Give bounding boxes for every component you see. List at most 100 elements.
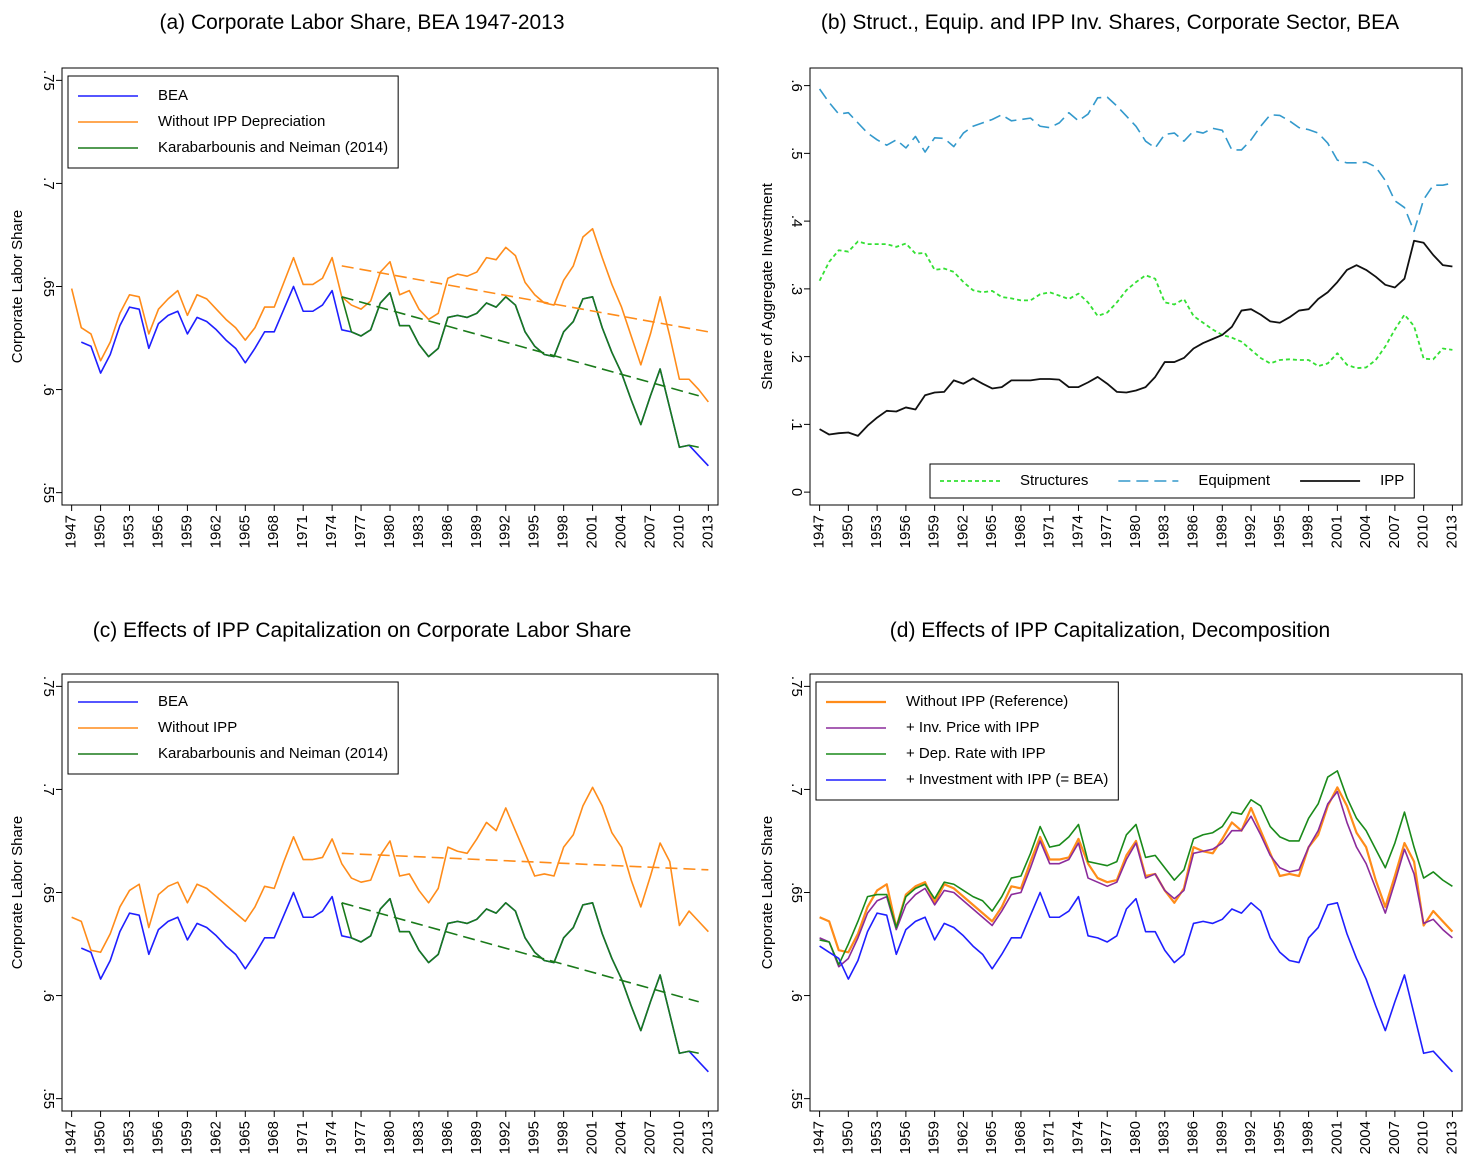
- series-line: [71, 786, 709, 954]
- trend-line: [341, 296, 699, 397]
- legend: BEA Without IPP Karabarbounis and Neiman (…: [67, 681, 399, 775]
- x-tick-label: 1983: [1156, 515, 1173, 548]
- x-tick-label: 1974: [1069, 515, 1086, 548]
- x-tick-label: 1995: [526, 515, 543, 548]
- y-tick-label: .6: [788, 989, 805, 1002]
- y-tick-label: .55: [40, 1088, 57, 1109]
- x-tick-label: 2001: [584, 1121, 601, 1154]
- panel-title: (c) Effects of IPP Capitalization on Cor…: [93, 619, 632, 642]
- x-tick-label: 1995: [1271, 1121, 1288, 1154]
- panel: (b) Struct., Equip. and IPP Inv. Shares,…: [759, 11, 1463, 548]
- legend-label: + Investment with IPP (= BEA): [906, 771, 1108, 788]
- panel-title: (b) Struct., Equip. and IPP Inv. Shares,…: [821, 11, 1399, 34]
- x-tick-label: 2001: [584, 515, 601, 548]
- series-line: [80, 891, 709, 1073]
- legend-label: Without IPP Depreciation: [158, 113, 325, 130]
- x-tick-label: 1947: [811, 515, 828, 548]
- x-tick-label: 1989: [468, 1121, 485, 1154]
- x-tick-label: 1977: [352, 1121, 369, 1154]
- x-tick-label: 1974: [323, 1121, 340, 1154]
- panel: (d) Effects of IPP Capitalization, Decom…: [759, 619, 1463, 1154]
- x-tick-label: 1986: [439, 515, 456, 548]
- x-tick-label: 1998: [555, 1121, 572, 1154]
- x-tick-label: 2007: [1386, 1121, 1403, 1154]
- legend-label: Equipment: [1198, 472, 1271, 489]
- legend-label: Structures: [1020, 472, 1088, 489]
- panel: (a) Corporate Labor Share, BEA 1947-2013…: [9, 11, 719, 548]
- series-line: [818, 240, 1453, 370]
- trend-line: [341, 852, 709, 871]
- x-tick-label: 2007: [1386, 515, 1403, 548]
- legend-label: + Dep. Rate with IPP: [906, 745, 1046, 762]
- legend-label: Karabarbounis and Neiman (2014): [158, 139, 388, 156]
- y-tick-label: .65: [40, 276, 57, 297]
- x-tick-label: 1953: [868, 515, 885, 548]
- x-tick-label: 1980: [1127, 1121, 1144, 1154]
- y-axis-label: Corporate Labor Share: [9, 210, 26, 363]
- y-tick-label: .65: [40, 882, 57, 903]
- x-tick-label: 1959: [926, 515, 943, 548]
- y-tick-label: .55: [40, 482, 57, 503]
- x-tick-label: 1989: [468, 515, 485, 548]
- panel-title: (d) Effects of IPP Capitalization, Decom…: [890, 619, 1330, 642]
- x-tick-label: 1956: [897, 515, 914, 548]
- legend-label: BEA: [158, 87, 188, 104]
- legend: Structures Equipment IPP: [929, 463, 1415, 499]
- x-tick-label: 1950: [839, 515, 856, 548]
- x-tick-label: 1992: [497, 515, 514, 548]
- x-tick-label: 1998: [1300, 515, 1317, 548]
- y-tick-label: .65: [788, 882, 805, 903]
- x-tick-label: 1977: [352, 515, 369, 548]
- x-tick-label: 2004: [1357, 1121, 1374, 1154]
- x-tick-label: 1962: [207, 1121, 224, 1154]
- x-tick-label: 1968: [1012, 515, 1029, 548]
- x-tick-label: 1956: [149, 1121, 166, 1154]
- legend-label: Without IPP (Reference): [906, 693, 1068, 710]
- x-tick-label: 2010: [670, 515, 687, 548]
- legend: BEA Without IPP Depreciation Karabarbounis…: [67, 75, 399, 169]
- y-axis-label: Corporate Labor Share: [759, 816, 776, 969]
- x-tick-label: 1953: [120, 515, 137, 548]
- x-tick-label: 2004: [612, 515, 629, 548]
- x-tick-label: 1950: [92, 515, 109, 548]
- x-tick-label: 1959: [178, 1121, 195, 1154]
- trend-line: [341, 265, 709, 333]
- x-tick-label: 1977: [1098, 1121, 1115, 1154]
- x-tick-label: 2010: [1415, 1121, 1432, 1154]
- x-tick-label: 1974: [323, 515, 340, 548]
- y-tick-label: .3: [788, 283, 805, 296]
- series-line: [819, 770, 1453, 966]
- x-tick-label: 1995: [1271, 515, 1288, 548]
- x-tick-label: 1962: [954, 515, 971, 548]
- x-tick-label: 1965: [983, 1121, 1000, 1154]
- x-tick-label: 1947: [811, 1121, 828, 1154]
- x-tick-label: 1989: [1213, 1121, 1230, 1154]
- x-tick-label: 2013: [699, 1121, 716, 1154]
- y-tick-label: .7: [40, 783, 57, 796]
- x-tick-label: 1995: [526, 1121, 543, 1154]
- x-tick-label: 1971: [1041, 1121, 1058, 1154]
- x-tick-label: 2007: [641, 1121, 658, 1154]
- y-tick-label: .7: [788, 783, 805, 796]
- y-tick-label: .2: [788, 350, 805, 363]
- y-tick-label: .1: [788, 418, 805, 431]
- series-line: [819, 786, 1454, 954]
- y-axis-label: Corporate Labor Share: [9, 816, 26, 969]
- x-tick-label: 1953: [868, 1121, 885, 1154]
- legend-label: + Inv. Price with IPP: [906, 719, 1040, 736]
- x-tick-label: 2001: [1328, 1121, 1345, 1154]
- x-tick-label: 1986: [1184, 1121, 1201, 1154]
- x-tick-label: 1974: [1069, 1121, 1086, 1154]
- y-tick-label: .75: [40, 70, 57, 91]
- x-tick-label: 2007: [641, 515, 658, 548]
- x-tick-label: 2013: [1443, 515, 1460, 548]
- y-tick-label: .5: [788, 147, 805, 160]
- y-tick-label: .6: [788, 79, 805, 92]
- panel-title: (a) Corporate Labor Share, BEA 1947-2013: [159, 11, 564, 34]
- series-line: [818, 88, 1453, 233]
- x-tick-label: 2013: [699, 515, 716, 548]
- x-tick-label: 1986: [1184, 515, 1201, 548]
- series-line: [340, 291, 699, 449]
- x-tick-label: 1959: [178, 515, 195, 548]
